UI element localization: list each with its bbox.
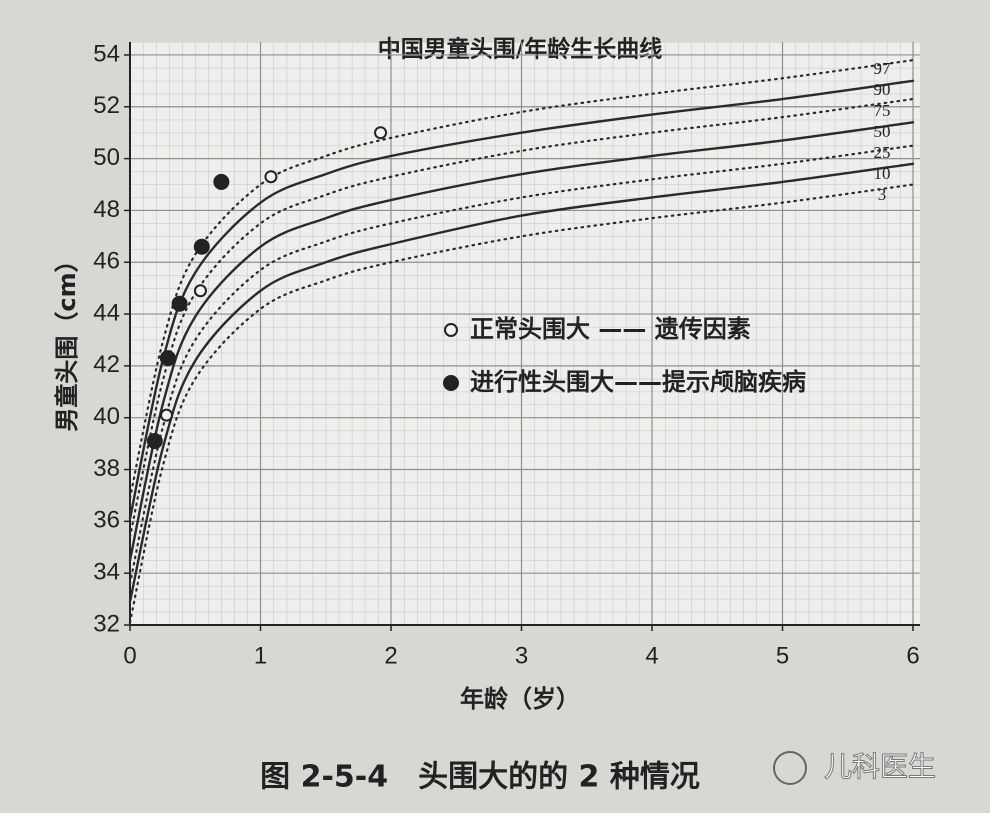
y-tick-label: 36 bbox=[93, 507, 120, 534]
percentile-label: 75 bbox=[874, 101, 891, 120]
y-tick-label: 32 bbox=[93, 610, 120, 637]
legend-label: 进行性头围大——提示颅脑疾病 bbox=[470, 368, 806, 396]
y-tick-label: 52 bbox=[93, 92, 120, 119]
y-tick-label: 46 bbox=[93, 248, 120, 275]
percentile-curve bbox=[128, 144, 915, 585]
percentile-curve bbox=[128, 79, 915, 520]
y-tick-label: 40 bbox=[93, 403, 120, 430]
percentile-label: 97 bbox=[874, 59, 892, 78]
watermark-icon bbox=[773, 751, 807, 785]
x-axis-label: 年龄（岁） bbox=[460, 685, 580, 713]
caption: 图 2-5-4 头围大的的 2 种情况 bbox=[260, 760, 700, 795]
x-tick-label: 2 bbox=[384, 642, 397, 669]
legend-marker bbox=[443, 375, 459, 391]
legend-marker bbox=[444, 323, 458, 337]
chart-title: 中国男童头围/年龄生长曲线 bbox=[378, 36, 662, 63]
y-tick-label: 48 bbox=[93, 196, 120, 223]
y-tick-label: 34 bbox=[93, 559, 120, 586]
percentile-curve bbox=[128, 121, 915, 562]
percentile-curve bbox=[128, 97, 915, 539]
x-tick-label: 1 bbox=[254, 642, 267, 669]
data-point bbox=[159, 350, 176, 367]
data-point bbox=[193, 284, 207, 298]
x-tick-label: 3 bbox=[515, 642, 528, 669]
data-point bbox=[160, 408, 174, 422]
x-tick-label: 6 bbox=[906, 642, 919, 669]
percentile-label: 3 bbox=[878, 185, 887, 204]
data-point bbox=[374, 126, 388, 140]
watermark: 儿科医生 bbox=[824, 750, 936, 783]
y-tick-label: 38 bbox=[93, 455, 120, 482]
data-point bbox=[171, 295, 188, 312]
y-axis-label: 男童头围（cm） bbox=[53, 248, 81, 431]
y-tick-label: 42 bbox=[93, 351, 120, 378]
percentile-label: 10 bbox=[874, 164, 891, 183]
data-point bbox=[193, 238, 210, 255]
x-tick-label: 5 bbox=[776, 642, 789, 669]
percentile-curve bbox=[128, 162, 915, 603]
percentile-curve bbox=[128, 183, 915, 624]
data-point bbox=[146, 433, 163, 450]
data-point bbox=[264, 170, 278, 184]
x-tick-label: 4 bbox=[645, 642, 658, 669]
y-tick-label: 54 bbox=[93, 40, 120, 67]
y-tick-label: 50 bbox=[93, 144, 120, 171]
x-tick-label: 0 bbox=[123, 642, 136, 669]
data-point bbox=[213, 173, 230, 190]
y-tick-label: 44 bbox=[93, 299, 120, 326]
legend-label: 正常头围大 —— 遗传因素 bbox=[470, 315, 751, 343]
percentile-label: 90 bbox=[874, 80, 891, 99]
percentile-label: 50 bbox=[874, 122, 891, 141]
percentile-label: 25 bbox=[874, 143, 891, 162]
